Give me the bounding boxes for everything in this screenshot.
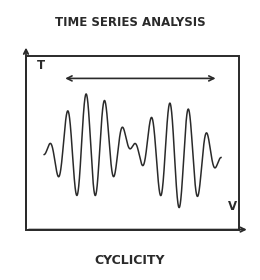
Text: V: V	[228, 200, 237, 213]
Text: TIME SERIES ANALYSIS: TIME SERIES ANALYSIS	[55, 16, 205, 29]
Text: CYCLICITY: CYCLICITY	[95, 254, 165, 267]
Bar	[26, 56, 239, 230]
Text: T: T	[36, 59, 44, 72]
